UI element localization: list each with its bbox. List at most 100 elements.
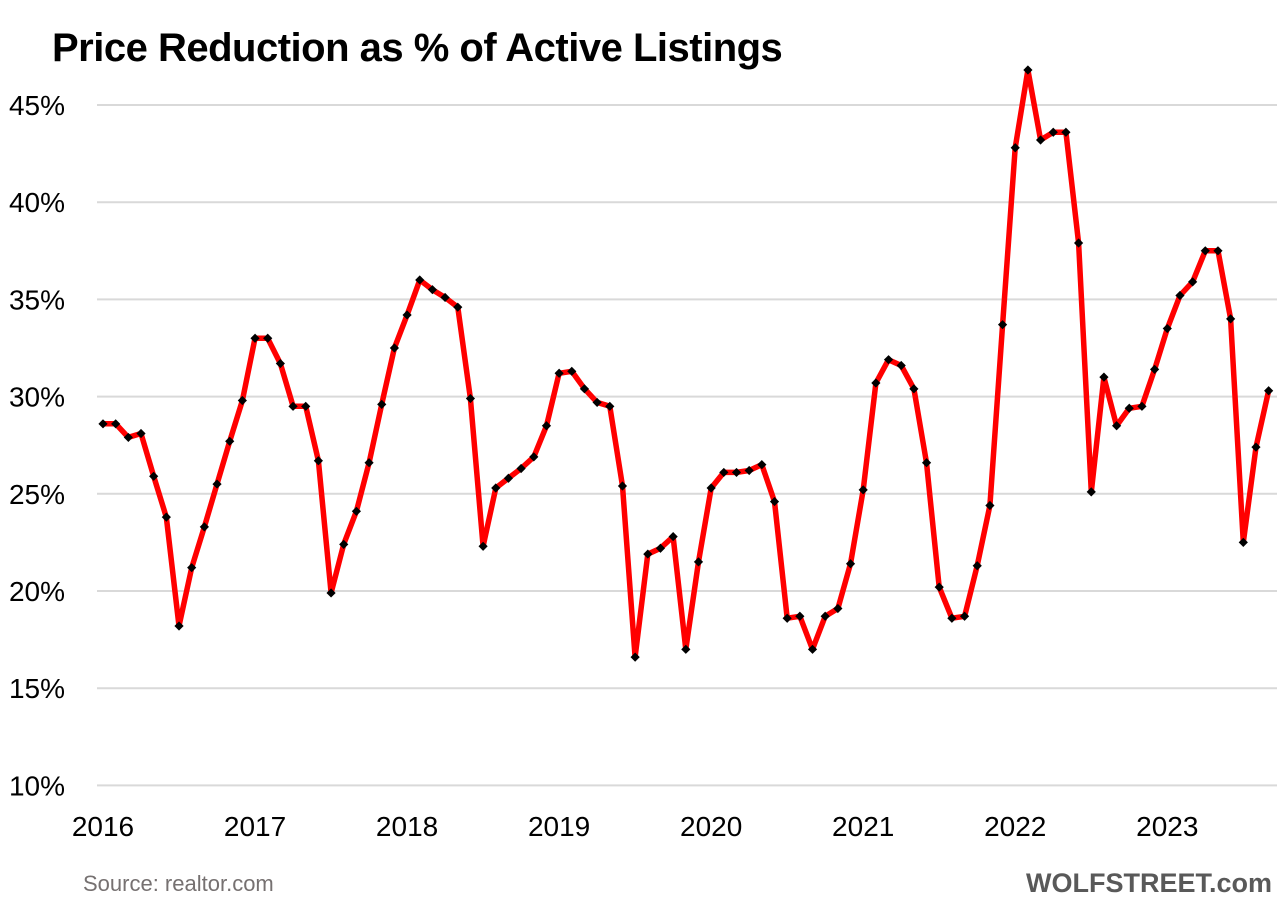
data-point-marker [909, 384, 919, 394]
data-point-marker [643, 549, 653, 559]
chart-title: Price Reduction as % of Active Listings [52, 26, 783, 70]
data-point-marker [427, 285, 438, 295]
x-axis-tick-label: 2020 [680, 811, 742, 842]
data-point-marker [440, 292, 450, 303]
data-point-marker [1086, 487, 1096, 497]
data-point-marker [833, 603, 843, 614]
data-point-marker [757, 460, 767, 470]
data-point-marker [149, 471, 159, 481]
x-axis-tick-label: 2016 [72, 811, 134, 842]
data-point-marker [237, 395, 247, 406]
data-point-marker [579, 384, 590, 394]
data-point-marker [541, 421, 552, 431]
data-point-marker [769, 496, 780, 507]
data-point-marker [1150, 364, 1160, 374]
data-point-marker [1175, 290, 1185, 301]
data-point-marker [744, 465, 754, 476]
y-axis-tick-label: 20% [9, 576, 65, 607]
data-point-marker [997, 320, 1008, 330]
data-point-marker [668, 531, 678, 542]
data-point-marker [1188, 277, 1198, 287]
data-point-marker [896, 360, 906, 371]
data-point-marker [136, 428, 146, 439]
data-point-marker [985, 500, 995, 511]
data-point-marker [959, 611, 970, 621]
data-point-marker [415, 275, 425, 285]
y-axis-tick-label: 40% [9, 187, 65, 218]
data-point-marker [1048, 127, 1058, 137]
data-point-marker [972, 561, 982, 571]
data-point-marker [123, 432, 133, 443]
data-point-marker [326, 588, 336, 598]
data-point-marker [389, 343, 400, 353]
data-point-marker [465, 393, 476, 404]
data-point-marker [567, 366, 577, 376]
data-point-marker [1226, 314, 1236, 324]
data-point-marker [795, 611, 805, 621]
y-axis-tick-label: 35% [9, 284, 65, 315]
data-point-marker [858, 485, 868, 495]
data-point-marker [453, 302, 463, 312]
data-point-marker [1023, 65, 1033, 75]
data-point-marker [782, 613, 792, 623]
y-axis-tick-label: 15% [9, 673, 65, 704]
x-axis-tick-label: 2017 [224, 811, 286, 842]
data-point-marker [921, 458, 932, 468]
data-point-marker [339, 539, 349, 549]
data-point-marker [605, 401, 615, 411]
data-point-marker [617, 481, 628, 491]
data-point-marker [592, 397, 602, 408]
x-axis-tick-label: 2023 [1136, 811, 1198, 842]
x-axis-tick-label: 2018 [376, 811, 438, 842]
y-axis-tick-label: 30% [9, 382, 65, 413]
data-point-marker [630, 652, 640, 662]
data-point-marker [1073, 238, 1084, 248]
y-axis-tick-label: 25% [9, 479, 65, 510]
brand-wolfstreet: WOLFSTREET.com [1025, 868, 1272, 898]
data-point-marker [402, 310, 412, 320]
data-point-marker [871, 378, 881, 388]
data-point-marker [529, 452, 539, 462]
data-point-marker [1264, 386, 1274, 396]
data-point-marker [1112, 421, 1122, 431]
data-point-marker [655, 543, 666, 553]
data-point-marker [845, 559, 856, 569]
data-point-marker [681, 644, 691, 654]
data-point-marker [199, 522, 209, 532]
data-point-marker [503, 473, 514, 483]
data-point-marker [301, 401, 311, 411]
data-point-marker [731, 467, 742, 478]
data-point-marker [263, 333, 273, 343]
data-point-marker [225, 436, 235, 446]
data-point-marker [883, 355, 894, 365]
data-point-marker [693, 557, 704, 567]
data-point-marker [1010, 143, 1020, 153]
data-point-marker [1061, 127, 1071, 137]
data-point-marker [377, 399, 387, 409]
data-point-marker [1162, 323, 1172, 334]
data-point-marker [111, 419, 121, 429]
source-note: Source: realtor.com [83, 871, 274, 896]
data-point-marker [161, 512, 171, 522]
data-point-marker [1213, 246, 1223, 256]
data-point-marker [1200, 246, 1210, 256]
data-point-marker [364, 458, 374, 468]
data-point-marker [807, 644, 818, 654]
x-axis-tick-label: 2022 [984, 811, 1046, 842]
data-point-marker [719, 467, 729, 478]
data-point-marker [1238, 537, 1248, 547]
y-axis-tick-label: 45% [9, 90, 65, 121]
data-point-marker [947, 613, 957, 623]
data-point-marker [1035, 135, 1046, 145]
data-point-marker [516, 463, 526, 474]
data-point-marker [1251, 442, 1261, 452]
data-point-marker [212, 479, 222, 489]
data-point-marker [820, 611, 830, 621]
data-point-marker [288, 401, 298, 411]
data-point-marker [275, 358, 285, 369]
data-point-marker [174, 621, 184, 631]
data-point-marker [98, 419, 108, 429]
x-axis-tick-label: 2021 [832, 811, 894, 842]
data-point-marker [554, 368, 564, 378]
